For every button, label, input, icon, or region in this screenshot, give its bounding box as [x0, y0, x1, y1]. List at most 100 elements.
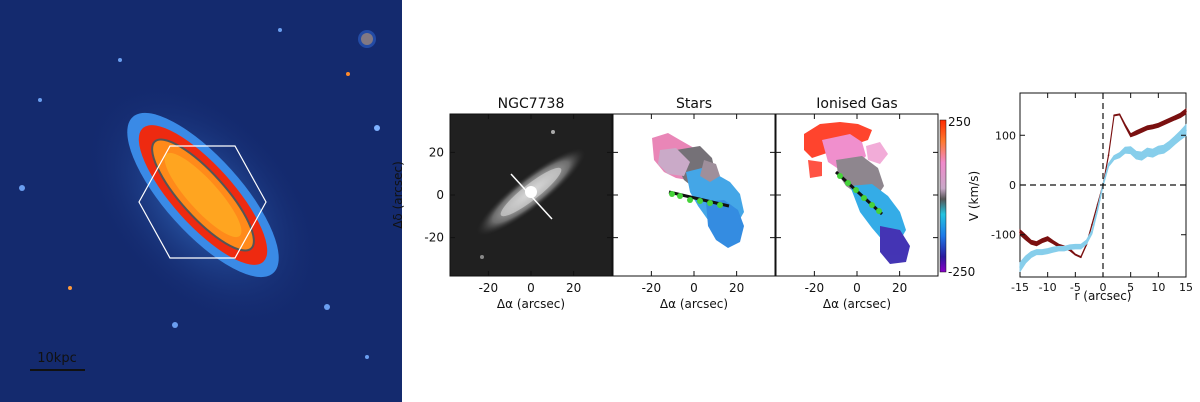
rc-point: [1163, 148, 1165, 150]
rc-point: [1174, 117, 1176, 119]
rc-point: [1074, 245, 1077, 248]
rc-point: [1096, 209, 1099, 211]
rc-point: [1140, 129, 1143, 132]
rc-point: [1024, 236, 1027, 239]
rc-point: [1174, 139, 1176, 142]
rc-axes: -15 -10 -5 0 5 10 15 -100 0 100: [991, 93, 1193, 294]
rc-xtick-label: 15: [1179, 281, 1193, 294]
rotation-curve-chart: -15 -10 -5 0 5 10 15 -100 0 100 r (arcsec): [991, 92, 1193, 303]
rc-point: [1163, 122, 1165, 124]
map-ytick-label: -20: [424, 231, 444, 245]
map-panels: NGC7738 Stars: [391, 96, 981, 311]
rc-point: [1019, 266, 1021, 268]
rc-xtick-label: 5: [1127, 281, 1134, 294]
rc-point: [1080, 256, 1082, 258]
map-xtick-label: 0: [853, 281, 861, 295]
map-xlabel: Δα (arcsec): [660, 297, 728, 311]
rc-point: [1030, 253, 1032, 256]
velocity-colorbar: 250 -250 V (km/s): [939, 115, 981, 279]
map-title-stars: Stars: [676, 96, 712, 112]
map-xtick-label: 20: [729, 281, 744, 295]
rc-ytick-label: -100: [991, 229, 1016, 242]
rc-point: [1074, 253, 1077, 256]
rc-ytick-label: 0: [1009, 179, 1016, 192]
pa-line-gas: [834, 170, 884, 216]
rc-point: [1146, 127, 1149, 129]
rc-point: [1118, 154, 1121, 156]
rc-xlabel: r (arcsec): [1075, 289, 1132, 303]
rc-point: [1168, 119, 1171, 122]
colorbar-max-label: 250: [948, 115, 971, 129]
map-xtick-label: 20: [566, 281, 581, 295]
rc-point: [1057, 247, 1060, 250]
rc-xtick-label: -10: [1039, 281, 1057, 294]
map-panel-ngc7738: NGC7738: [449, 96, 613, 277]
map-xtick-label: -20: [805, 281, 825, 295]
scale-bar-label: 10kpc: [37, 351, 76, 366]
rc-point: [1157, 124, 1160, 127]
map-xtick-label: 20: [892, 281, 907, 295]
rc-point: [1080, 245, 1082, 248]
rc-point: [1046, 250, 1049, 252]
rc-point: [1063, 247, 1066, 250]
rc-point: [1113, 114, 1115, 117]
rc-point: [1179, 134, 1182, 137]
map-ylabel: Δδ (arcsec): [391, 161, 405, 229]
ifu-footprint-hexagon: [138, 145, 267, 259]
map-xtick-label: -20: [479, 281, 499, 295]
map-xlabel: Δα (arcsec): [497, 297, 565, 311]
map-xtick-label: 0: [690, 281, 698, 295]
rc-point: [1052, 241, 1054, 243]
rc-point: [1085, 241, 1088, 243]
map-panel-stars: Stars: [612, 96, 776, 277]
rc-point: [1113, 156, 1115, 159]
rc-point: [1124, 149, 1126, 151]
map-xtick-label: 0: [527, 281, 535, 295]
rc-point: [1168, 144, 1171, 147]
rc-point: [1146, 151, 1149, 153]
rc-point: [1157, 149, 1160, 151]
map-title-gas: Ionised Gas: [816, 96, 897, 112]
rc-point: [1107, 164, 1110, 166]
pa-line-image: [510, 173, 553, 220]
rc-point: [1129, 134, 1132, 137]
rc-point: [1185, 110, 1187, 113]
map-title-ngc7738: NGC7738: [498, 96, 565, 112]
rc-point: [1185, 129, 1187, 132]
rc-point: [1107, 154, 1110, 156]
rc-point: [1041, 239, 1043, 242]
map-xtick-label: -20: [642, 281, 662, 295]
rc-point: [1091, 223, 1093, 226]
rc-point: [1030, 241, 1032, 243]
rc-point: [1046, 237, 1049, 240]
rc-point: [1024, 258, 1027, 261]
map-xlabel: Δα (arcsec): [823, 297, 891, 311]
rc-point: [1041, 251, 1043, 253]
rc-xtick-label: 10: [1151, 281, 1165, 294]
rc-point: [1124, 124, 1126, 127]
rc-ytick-label: 100: [995, 129, 1016, 142]
rc-xtick-label: -15: [1011, 281, 1029, 294]
colorbar-min-label: -250: [948, 265, 975, 279]
rc-point: [1129, 149, 1132, 151]
rc-point: [1035, 242, 1038, 245]
rc-point: [1152, 126, 1154, 128]
rc-point: [1135, 131, 1137, 134]
map-ytick-label: 0: [436, 188, 444, 202]
rc-point: [1069, 246, 1071, 248]
rc-point: [1135, 154, 1137, 156]
rc-xtick-label: 0: [1100, 281, 1107, 294]
rc-xtick-label: -5: [1070, 281, 1081, 294]
rc-point: [1118, 113, 1121, 116]
rc-point: [1091, 231, 1093, 234]
rc-point: [1052, 248, 1054, 251]
rc-point: [1152, 152, 1154, 154]
map-ytick-label: 20: [429, 145, 444, 159]
colorbar-label: V (km/s): [967, 171, 981, 221]
map-panel-gas: Ionised Gas: [775, 96, 939, 277]
rc-point: [1019, 231, 1021, 234]
rc-series-band-0: [1019, 107, 1187, 259]
rc-point: [1179, 114, 1182, 117]
